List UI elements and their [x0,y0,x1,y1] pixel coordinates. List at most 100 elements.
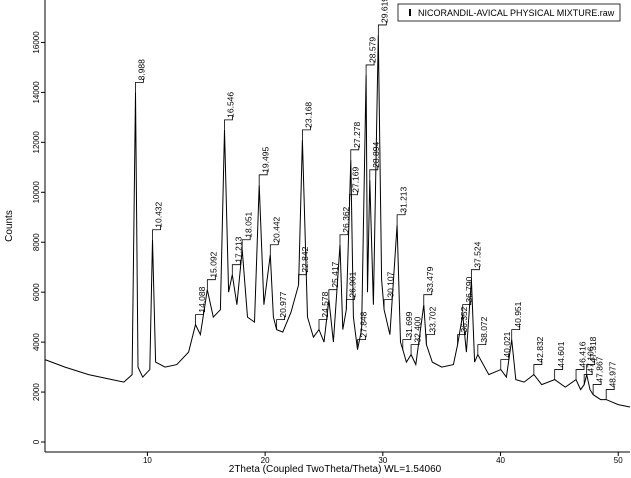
y-tick-label: 8000 [32,233,41,251]
peak-marker [377,20,387,35]
peak-marker [425,330,435,345]
peak-label: 40.951 [513,301,523,327]
peak-marker [396,210,406,225]
peak-marker [350,145,360,160]
peak-marker [357,335,366,350]
peak-label: 33.702 [428,306,438,332]
y-tick-label: 10000 [32,181,41,204]
peak-marker [586,360,596,375]
peak-label: 16.546 [226,92,236,118]
peak-label: 20.442 [272,216,282,242]
peak-marker [533,360,543,375]
peak-label: 8.988 [137,59,147,81]
peak-marker [298,270,307,285]
peak-label: 24.578 [320,291,330,317]
y-axis-title: Counts [4,210,15,242]
peak-label: 10.432 [154,201,164,227]
peak-marker [349,190,358,205]
peak-marker [276,315,286,330]
peak-marker [575,365,585,380]
peak-marker [258,170,268,185]
peak-label: 33.479 [425,266,435,292]
peak-label: 31.213 [398,186,408,212]
peak-label: 42.832 [535,336,545,362]
peak-label: 32.400 [412,316,422,342]
y-tick-label: 14000 [32,81,41,104]
y-tick-label: 12000 [32,131,41,154]
peak-label: 26.901 [348,271,358,297]
peak-label: 46.416 [577,341,587,367]
x-axis-title: 2Theta (Coupled TwoTheta/Theta) WL=1.540… [229,464,442,475]
peak-label: 25.417 [330,261,340,287]
peak-marker [231,260,241,275]
peak-label: 28.579 [367,37,377,63]
peak-label: 15.092 [209,251,219,277]
y-tick-label: 0 [32,439,41,444]
peak-label: 47.867 [594,356,604,382]
peak-label: 27.848 [359,311,369,337]
peak-marker [318,315,328,330]
peak-marker [206,275,216,290]
peak-marker [302,125,311,140]
peak-label: 19.495 [260,147,270,173]
peak-label: 48.977 [607,361,617,387]
peak-label: 44.601 [556,341,566,367]
peak-label: 37.524 [473,241,483,267]
legend-label: NICORANDIL-AVICAL PHYSICAL MIXTURE.raw [418,8,615,18]
peak-label: 30.107 [385,271,395,297]
peak-marker [152,225,161,240]
peak-marker [554,365,564,380]
peak-marker [410,340,420,355]
peak-marker [135,78,144,93]
x-tick-label: 50 [614,456,623,465]
peak-marker [402,335,412,350]
peak-marker [423,290,433,305]
x-tick-label: 30 [378,456,387,465]
peak-marker [477,340,487,355]
peak-label: 14.088 [197,286,207,312]
peak-marker [339,230,349,245]
y-tick-label: 16000 [32,31,41,54]
peak-marker [369,165,379,180]
peak-label: 47.318 [588,336,598,362]
peak-marker [345,295,355,310]
x-tick-label: 40 [496,456,505,465]
peak-marker [583,370,593,385]
peak-label: 26.362 [341,206,351,232]
x-tick-label: 20 [261,456,270,465]
peak-label: 47.106 [585,346,595,372]
peak-marker [470,265,480,280]
peak-marker [500,355,510,370]
peak-label: 29.619 [380,0,390,23]
peak-label: 23.168 [304,102,314,128]
peak-label: 17.213 [234,236,244,262]
peak-label: 36.790 [464,276,474,302]
legend-marker [409,9,411,16]
peak-label: 31.699 [404,311,414,337]
peak-label: 38.072 [479,316,489,342]
peak-marker [592,380,602,395]
legend-box [397,3,621,22]
peak-marker [383,295,393,310]
y-tick-label: 2000 [32,383,41,401]
peak-marker [195,310,204,325]
y-tick-label: 6000 [32,283,41,301]
peak-label: 20.977 [278,291,288,317]
peak-marker [605,385,615,400]
peak-label: 36.352 [459,306,469,332]
peak-marker [224,115,233,130]
pattern-line [44,34,631,408]
peak-label: 22.842 [300,246,310,272]
peak-label: 18.051 [243,211,253,237]
peak-label: 27.169 [351,167,361,193]
peak-label: 28.894 [371,142,381,168]
peak-marker [457,330,466,345]
peak-marker [462,300,472,315]
x-tick-label: 10 [143,456,152,465]
peak-marker [269,240,279,255]
peak-label: 40.021 [502,331,512,357]
peak-label: 27.278 [352,122,362,148]
peak-marker [365,60,375,75]
peak-marker [328,285,338,300]
